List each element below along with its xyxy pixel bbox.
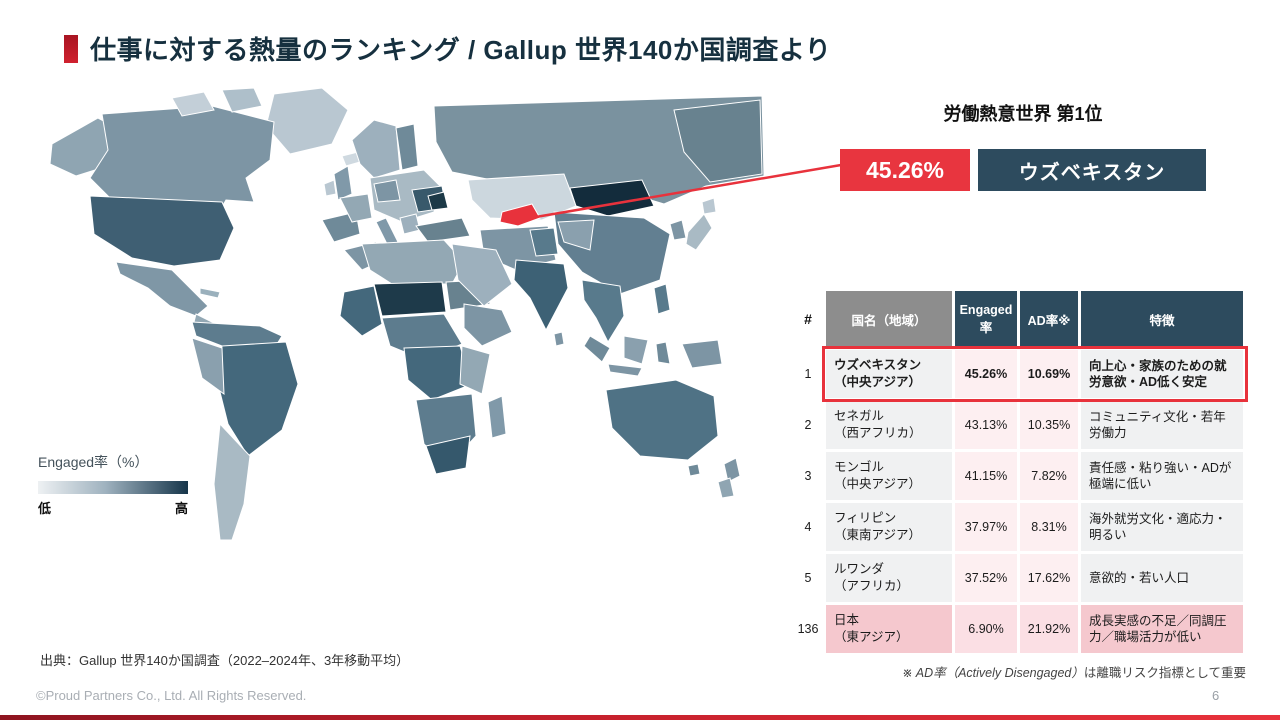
legend-gradient-bar (38, 481, 188, 494)
cell-country: フィリピン （東南アジア） (826, 503, 952, 551)
col-header-features: 特徴 (1081, 291, 1243, 347)
table-row: 5 ルワンダ （アフリカ） 37.52% 17.62% 意欲的・若い人口 (793, 554, 1243, 602)
cell-features: コミュニティ文化・若年労働力 (1081, 401, 1243, 449)
legend-low-label: 低 (38, 501, 52, 516)
ad-rate-footnote: ※ AD率（Actively Disengaged）は離職リスク指標として重要 (902, 662, 1246, 681)
cell-ad: 7.82% (1020, 452, 1078, 500)
copyright-text: ©Proud Partners Co., Ltd. All Rights Res… (36, 688, 307, 703)
page-title: 仕事に対する熱量のランキング / Gallup 世界140か国調査より (90, 35, 832, 65)
cell-engaged: 6.90% (955, 605, 1017, 653)
cell-country: ルワンダ （アフリカ） (826, 554, 952, 602)
legend-high-label: 高 (174, 501, 188, 516)
cell-engaged: 41.15% (955, 452, 1017, 500)
country-name: セネガル (834, 409, 885, 424)
col-header-country: 国名（地域） (826, 291, 952, 347)
title-bar: 仕事に対する熱量のランキング / Gallup 世界140か国調査より (64, 30, 831, 67)
ranking-table: # 国名（地域） Engaged率 AD率※ 特徴 1 ウズベキスタン （中央ア… (790, 288, 1246, 656)
cell-ad: 10.69% (1020, 350, 1078, 398)
cell-features: 向上心・家族のための就労意欲・AD低く安定 (1081, 350, 1243, 398)
col-header-ad: AD率※ (1020, 291, 1078, 347)
country-name: ルワンダ (834, 562, 885, 577)
cell-ad: 10.35% (1020, 401, 1078, 449)
cell-features: 責任感・粘り強い・ADが極端に低い (1081, 452, 1243, 500)
map-legend: Engaged率（%） 低 高 (38, 452, 188, 517)
country-region: （中央アジア） (834, 375, 922, 389)
table-row: 4 フィリピン （東南アジア） 37.97% 8.31% 海外就労文化・適応力・… (793, 503, 1243, 551)
col-header-rank: # (804, 311, 812, 327)
cell-rank: 2 (793, 401, 823, 449)
country-region: （東アジア） (834, 630, 909, 644)
country-name: ウズベキスタン (834, 358, 922, 373)
cell-engaged: 45.26% (955, 350, 1017, 398)
country-region: （アフリカ） (834, 579, 910, 593)
table-row: 3 モンゴル （中央アジア） 41.15% 7.82% 責任感・粘り強い・ADが… (793, 452, 1243, 500)
engaged-value-box: 45.26% (840, 149, 970, 191)
title-accent-bar (64, 34, 78, 63)
cell-features: 意欲的・若い人口 (1081, 554, 1243, 602)
table-row: 2 セネガル （西アフリカ） 43.13% 10.35% コミュニティ文化・若年… (793, 401, 1243, 449)
cell-country: モンゴル （中央アジア） (826, 452, 952, 500)
cell-ad: 17.62% (1020, 554, 1078, 602)
cell-engaged: 37.97% (955, 503, 1017, 551)
table-row: 136 日本 （東アジア） 6.90% 21.92% 成長実感の不足／同調圧力／… (793, 605, 1243, 653)
cell-rank: 1 (793, 350, 823, 398)
source-note: 出典：Gallup 世界140か国調査（2022–2024年、3年移動平均） (40, 653, 410, 668)
country-name: フィリピン (834, 511, 897, 526)
top-rank-callout: 労働熱意世界 第1位 45.26% ウズベキスタン (840, 100, 1206, 191)
cell-engaged: 43.13% (955, 401, 1017, 449)
country-region: （西アフリカ） (834, 426, 922, 440)
cell-country: セネガル （西アフリカ） (826, 401, 952, 449)
callout-boxes: 45.26% ウズベキスタン (840, 149, 1206, 191)
country-region: （東南アジア） (834, 528, 922, 542)
cell-features: 成長実感の不足／同調圧力／職場活力が低い (1081, 605, 1243, 653)
cell-rank: 136 (793, 605, 823, 653)
cell-rank: 4 (793, 503, 823, 551)
cell-rank: 5 (793, 554, 823, 602)
cell-ad: 21.92% (1020, 605, 1078, 653)
table-row: 1 ウズベキスタン （中央アジア） 45.26% 10.69% 向上心・家族のた… (793, 350, 1243, 398)
cell-country: 日本 （東アジア） (826, 605, 952, 653)
footnote-emphasis: ※ AD率（Actively Disengaged） (902, 666, 1084, 680)
col-header-engaged: Engaged率 (955, 291, 1017, 347)
cell-engaged: 37.52% (955, 554, 1017, 602)
page-number: 6 (1212, 688, 1220, 703)
cell-rank: 3 (793, 452, 823, 500)
table-header-row: # 国名（地域） Engaged率 AD率※ 特徴 (793, 291, 1243, 347)
top-country-box: ウズベキスタン (978, 149, 1206, 191)
country-name: 日本 (834, 613, 860, 628)
callout-heading: 労働熱意世界 第1位 (943, 104, 1103, 124)
legend-minmax: 低 高 (38, 498, 188, 517)
world-map (49, 87, 765, 541)
japan-shape (685, 213, 713, 251)
footnote-rest: は離職リスク指標として重要 (1083, 666, 1246, 680)
cell-country: ウズベキスタン （中央アジア） (826, 350, 952, 398)
legend-label: Engaged率（%） (38, 454, 149, 470)
country-name: モンゴル (834, 460, 885, 475)
ranking-table-wrap: # 国名（地域） Engaged率 AD率※ 特徴 1 ウズベキスタン （中央ア… (790, 288, 1246, 656)
cell-features: 海外就労文化・適応力・明るい (1081, 503, 1243, 551)
bottom-accent-bar (0, 715, 1280, 720)
country-region: （中央アジア） (834, 477, 922, 491)
cell-ad: 8.31% (1020, 503, 1078, 551)
